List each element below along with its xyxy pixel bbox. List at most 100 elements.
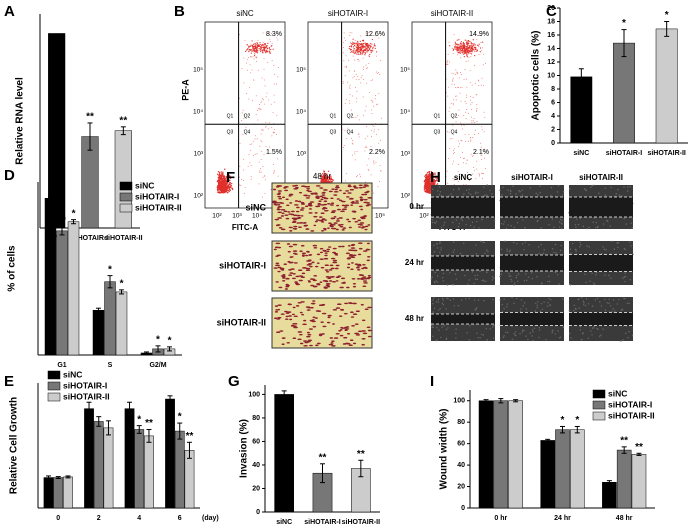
- stained-cell: [331, 210, 337, 212]
- stained-cell: [342, 281, 346, 284]
- stained-cell: [281, 337, 285, 339]
- event-dot: [458, 43, 460, 46]
- error-bar: [86, 401, 92, 416]
- stained-cell: [300, 207, 305, 209]
- stained-cell: [276, 331, 281, 334]
- texture: [522, 305, 525, 307]
- event-dot: [371, 100, 373, 102]
- texture: [575, 308, 577, 310]
- texture: [486, 249, 488, 251]
- stained-cell: [357, 263, 362, 266]
- event-dot: [261, 129, 263, 131]
- texture: [483, 300, 485, 302]
- event-dot: [463, 55, 465, 58]
- event-dot: [456, 49, 458, 51]
- event-dot: [456, 47, 458, 49]
- stained-cell: [363, 282, 368, 284]
- y-tick-label: 16: [547, 32, 555, 39]
- texture: [486, 194, 488, 197]
- stained-cell: [286, 204, 290, 207]
- event-dot: [428, 180, 431, 182]
- event-dot: [429, 178, 432, 180]
- error-bar: [87, 122, 93, 151]
- event-dot: [466, 44, 469, 46]
- texture: [596, 297, 599, 300]
- stained-cell: [366, 259, 370, 262]
- texture: [577, 223, 580, 226]
- stained-cell: [295, 217, 300, 220]
- stained-cell: [315, 205, 320, 208]
- event-dot: [344, 75, 346, 77]
- texture: [584, 304, 587, 307]
- x-tick-label: siHOTAIR-II: [104, 235, 142, 242]
- texture: [511, 280, 513, 283]
- event-dot: [325, 175, 328, 177]
- event-dot: [251, 100, 253, 102]
- event-dot: [267, 47, 269, 49]
- bar: [124, 408, 135, 509]
- texture: [529, 332, 531, 334]
- event-dot: [362, 53, 364, 55]
- event-dot: [481, 158, 483, 160]
- texture: [436, 327, 438, 329]
- texture: [608, 274, 610, 277]
- stained-cell: [318, 333, 324, 336]
- stained-cell: [354, 263, 359, 265]
- event-dot: [241, 120, 243, 122]
- texture: [492, 298, 494, 301]
- event-dot: [354, 159, 356, 161]
- event-dot: [223, 175, 225, 177]
- event-dot: [262, 129, 264, 131]
- event-dot: [356, 47, 358, 49]
- event-dot: [447, 53, 449, 55]
- texture: [550, 194, 552, 197]
- event-dot: [261, 141, 263, 143]
- event-dot: [261, 44, 263, 46]
- stained-cell: [312, 279, 317, 282]
- y-tick-label: 2: [551, 126, 555, 133]
- stained-cell: [350, 268, 354, 271]
- event-dot: [458, 143, 460, 145]
- texture: [538, 329, 541, 331]
- texture: [471, 271, 474, 273]
- stained-cell: [324, 254, 328, 257]
- event-dot: [257, 39, 259, 41]
- event-dot: [225, 177, 227, 180]
- stained-cell: [323, 200, 328, 203]
- texture: [489, 328, 491, 330]
- event-dot: [460, 100, 462, 102]
- event-dot: [366, 45, 368, 47]
- stained-cell: [349, 339, 354, 342]
- event-dot: [470, 103, 472, 105]
- bar: [67, 221, 80, 356]
- event-dot: [375, 161, 377, 163]
- x-tick-label: 10³: [232, 213, 242, 220]
- stained-cell: [325, 284, 330, 287]
- y-axis-label: Relative Cell Growth: [9, 397, 20, 494]
- texture: [501, 303, 503, 306]
- event-dot: [465, 60, 467, 62]
- event-dot: [366, 51, 368, 53]
- event-dot: [453, 148, 455, 150]
- event-dot: [368, 31, 370, 33]
- stained-cell: [330, 217, 336, 220]
- event-dot: [430, 176, 433, 178]
- event-dot: [463, 162, 465, 164]
- texture: [502, 336, 504, 339]
- event-dot: [259, 107, 261, 109]
- stained-cell: [345, 252, 350, 255]
- stained-cell: [324, 264, 329, 267]
- event-dot: [476, 38, 478, 40]
- event-dot: [264, 47, 267, 49]
- event-dot: [226, 186, 228, 189]
- texture: [593, 217, 595, 219]
- event-dot: [370, 80, 372, 82]
- texture: [532, 330, 534, 333]
- event-dot: [328, 178, 330, 181]
- texture: [506, 250, 508, 252]
- event-dot: [476, 94, 478, 96]
- significance: **: [119, 115, 127, 126]
- row-label: siHOTAIR-II: [217, 317, 266, 327]
- texture: [627, 336, 629, 339]
- texture: [602, 246, 604, 248]
